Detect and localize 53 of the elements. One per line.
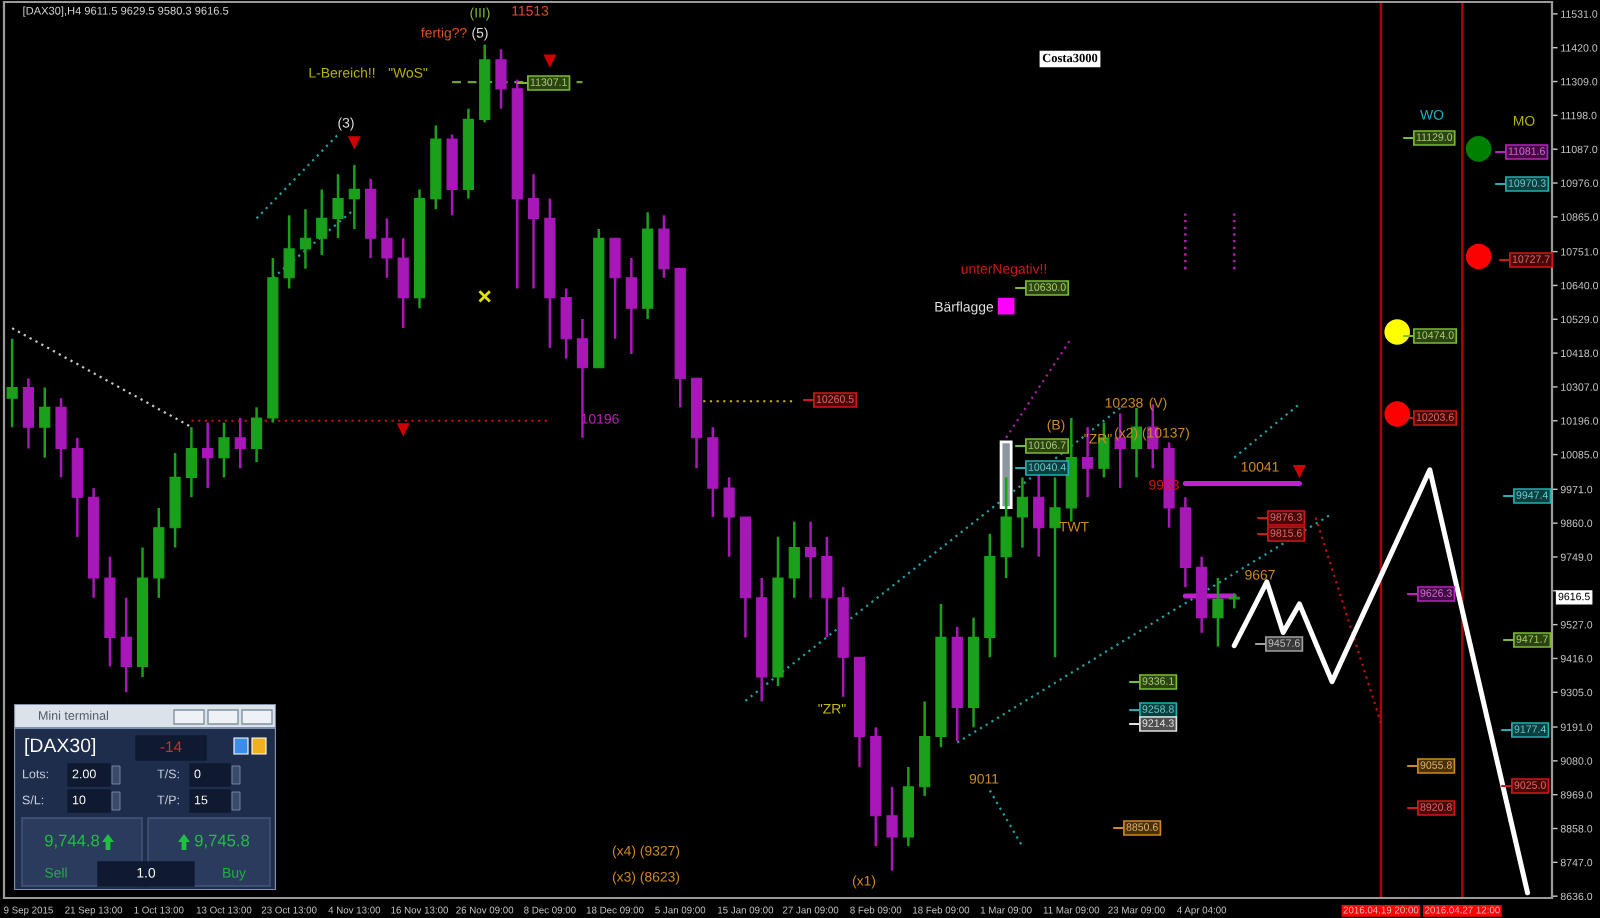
candlestick [348, 163, 360, 231]
candlestick [1228, 592, 1240, 610]
annotation: 9,745.8 [194, 834, 250, 849]
candlestick [560, 287, 572, 360]
line-series [1233, 402, 1301, 459]
line-series [255, 133, 340, 220]
point [347, 136, 361, 150]
point [396, 423, 410, 437]
candlestick [495, 47, 507, 110]
candlestick [397, 236, 409, 330]
candlestick [185, 425, 197, 499]
candlestick [120, 596, 132, 694]
line-series [11, 326, 193, 429]
candlestick [332, 172, 344, 240]
candlestick [55, 396, 67, 479]
candlestick [299, 207, 312, 270]
candlestick [886, 785, 898, 872]
candlestick [202, 421, 214, 490]
point [478, 289, 492, 303]
candlestick [22, 377, 35, 450]
candlestick [1049, 476, 1061, 659]
candlestick [381, 217, 393, 280]
point [1465, 243, 1492, 270]
line-series [1314, 516, 1383, 724]
line-series [271, 208, 356, 279]
candlestick [788, 520, 800, 600]
line-series [956, 512, 1334, 744]
annotation: [DAX30] [25, 737, 96, 757]
point [1384, 401, 1410, 427]
candlestick [234, 416, 246, 470]
candlestick [250, 406, 263, 464]
point [1465, 136, 1492, 162]
candlestick [658, 214, 670, 280]
candlestick [1033, 473, 1045, 558]
point [1292, 465, 1306, 479]
candlestick [1016, 476, 1029, 549]
candlestick [625, 256, 637, 356]
candlestick [218, 421, 230, 479]
point [997, 297, 1015, 315]
line-series [1005, 337, 1073, 439]
candlestick [39, 386, 51, 459]
candlestick [1212, 576, 1224, 648]
candlestick [804, 520, 817, 600]
point [1384, 319, 1410, 345]
annotation: 9,744.8 [44, 834, 100, 849]
candlestick [527, 172, 540, 290]
candlestick [821, 535, 833, 639]
candlestick [609, 236, 621, 341]
candlestick [283, 214, 295, 290]
candlestick [723, 476, 735, 558]
candlestick [316, 188, 328, 257]
candlestick [6, 337, 18, 429]
point [543, 54, 557, 68]
